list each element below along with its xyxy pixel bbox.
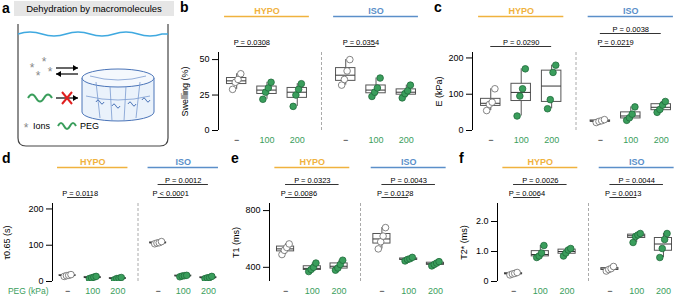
svg-text:100: 100 [629, 286, 644, 296]
svg-text:0: 0 [38, 276, 43, 286]
svg-text:HYPO: HYPO [300, 157, 326, 167]
svg-text:P = 0.0308: P = 0.0308 [234, 38, 270, 47]
html-text:e: e [231, 150, 239, 166]
svg-text:100: 100 [369, 135, 384, 145]
svg-text:a: a [2, 0, 10, 16]
svg-text:P = 0.0026: P = 0.0026 [522, 176, 558, 185]
svg-text:Dehydration by macromolecules: Dehydration by macromolecules [26, 3, 162, 14]
svg-text:ISO: ISO [623, 6, 639, 16]
svg-text:P = 0.0043: P = 0.0043 [390, 176, 426, 185]
svg-text:P = 0.0086: P = 0.0086 [281, 189, 317, 198]
svg-text:P = 0.0064: P = 0.0064 [509, 189, 545, 198]
svg-text:Ions: Ions [33, 121, 51, 131]
svg-text:*: * [48, 65, 53, 79]
svg-text:200: 200 [656, 286, 671, 296]
svg-text:0: 0 [483, 276, 488, 286]
svg-text:200: 200 [448, 53, 463, 63]
svg-text:100: 100 [305, 286, 320, 296]
svg-text:ISO: ISO [629, 157, 645, 167]
svg-text:PEG: PEG [80, 121, 99, 131]
svg-text:*: * [42, 55, 47, 69]
svg-text:ISO: ISO [401, 157, 417, 167]
svg-text:100: 100 [28, 240, 43, 250]
svg-text:−: − [598, 135, 603, 145]
svg-text:−: − [607, 286, 612, 296]
svg-text:2.0: 2.0 [476, 216, 489, 226]
svg-text:E (kPa): E (kPa) [434, 76, 444, 106]
svg-text:100: 100 [533, 286, 548, 296]
svg-text:P = 0.0323: P = 0.0323 [294, 176, 330, 185]
svg-text:P = 0.0038: P = 0.0038 [613, 25, 649, 34]
svg-text:200: 200 [560, 286, 575, 296]
svg-text:T1 (ms): T1 (ms) [231, 227, 241, 258]
svg-text:200: 200 [201, 286, 216, 296]
svg-text:−: − [155, 286, 160, 296]
svg-text:*: * [30, 61, 35, 75]
html-text:d: d [2, 150, 11, 166]
svg-text:Swelling (%): Swelling (%) [180, 66, 190, 116]
svg-text:200: 200 [544, 135, 559, 145]
svg-text:400: 400 [245, 262, 260, 272]
svg-text:200: 200 [399, 135, 414, 145]
svg-text:ISO: ISO [176, 157, 192, 167]
svg-text:100: 100 [448, 89, 463, 99]
svg-text:HYPO: HYPO [508, 6, 534, 16]
svg-text:P = 0.0354: P = 0.0354 [343, 38, 379, 47]
svg-text:P = 0.0013: P = 0.0013 [605, 189, 641, 198]
svg-text:−: − [379, 286, 384, 296]
svg-text:P = 0.0012: P = 0.0012 [165, 176, 201, 185]
svg-text:HYPO: HYPO [528, 157, 554, 167]
svg-text:−: − [283, 286, 288, 296]
svg-text:200: 200 [28, 204, 43, 214]
svg-text:P = 0.0219: P = 0.0219 [597, 38, 633, 47]
svg-text:200: 200 [290, 135, 305, 145]
svg-text:−: − [234, 135, 239, 145]
svg-text:T2* (ms): T2* (ms) [459, 225, 469, 260]
svg-text:200: 200 [332, 286, 347, 296]
svg-text:P = 0.0044: P = 0.0044 [618, 176, 654, 185]
svg-text:−: − [65, 286, 70, 296]
svg-text:100: 100 [623, 135, 638, 145]
svg-text:200: 200 [110, 286, 125, 296]
html-text:c: c [434, 0, 442, 15]
svg-text:200: 200 [654, 135, 669, 145]
svg-text:100: 100 [259, 135, 274, 145]
svg-text:P = 0.0118: P = 0.0118 [62, 189, 98, 198]
html-text:f: f [459, 150, 464, 166]
svg-text:HYPO: HYPO [80, 157, 106, 167]
svg-text:*: * [36, 69, 41, 83]
svg-text:0: 0 [204, 125, 209, 135]
svg-text:P < 0.0001: P < 0.0001 [153, 189, 189, 198]
svg-text:τ0.65 (s): τ0.65 (s) [2, 225, 12, 259]
svg-text:100: 100 [176, 286, 191, 296]
svg-text:200: 200 [428, 286, 443, 296]
svg-text:0: 0 [458, 125, 463, 135]
svg-text:25: 25 [199, 90, 209, 100]
svg-text:100: 100 [514, 135, 529, 145]
html-text:b: b [180, 0, 189, 15]
svg-text:−: − [511, 286, 516, 296]
svg-text:1.0: 1.0 [476, 246, 489, 256]
svg-text:*: * [24, 121, 29, 135]
svg-text:100: 100 [401, 286, 416, 296]
svg-text:−: − [343, 135, 348, 145]
svg-text:800: 800 [245, 205, 260, 215]
svg-text:P = 0.0290: P = 0.0290 [503, 38, 539, 47]
svg-text:50: 50 [199, 54, 209, 64]
svg-text:HYPO: HYPO [254, 6, 280, 16]
svg-text:100: 100 [85, 286, 100, 296]
svg-text:PEG (kPa): PEG (kPa) [8, 286, 49, 296]
svg-text:ISO: ISO [368, 6, 384, 16]
svg-text:P = 0.0128: P = 0.0128 [377, 189, 413, 198]
svg-text:−: − [488, 135, 493, 145]
